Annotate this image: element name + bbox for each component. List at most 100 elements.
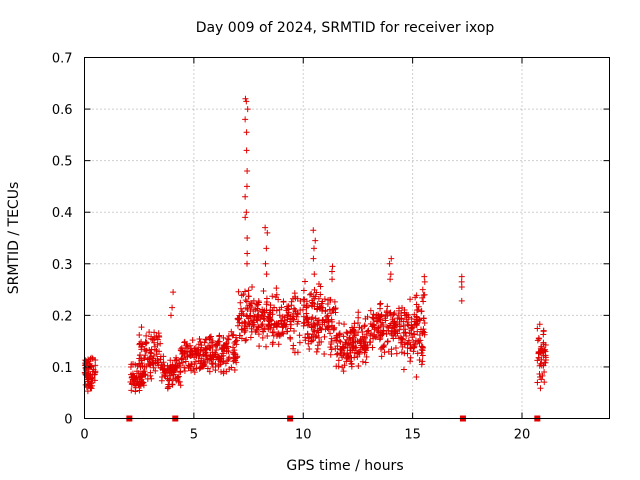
data-point [280,298,287,305]
data-point [155,357,162,364]
data-point [387,309,394,316]
data-point [415,303,422,310]
data-point [294,349,301,356]
data-point [411,344,418,351]
data-point [187,342,194,349]
data-point [403,332,410,339]
data-point [135,381,142,388]
data-point [328,340,335,347]
data-point [141,355,148,362]
data-point [240,311,247,318]
data-point [323,313,330,320]
data-point [306,291,313,298]
data-point [264,333,271,340]
data-point [218,368,225,375]
data-point [360,338,367,345]
data-point [313,348,320,355]
data-point [84,378,91,385]
data-point [220,334,227,341]
data-point [136,361,143,368]
data-point [348,363,355,370]
data-point [407,354,414,361]
data-point [412,341,419,348]
data-point [387,276,394,283]
data-point [186,351,193,358]
data-point [88,354,95,361]
y-tick-label: 0.6 [52,103,73,118]
data-point [269,329,276,336]
data-point [259,321,266,328]
data-point [304,322,311,329]
data-point [168,368,175,375]
data-point [180,354,187,361]
data-point [347,329,354,336]
data-point [218,353,225,360]
data-point [244,323,251,330]
data-point [334,350,341,357]
data-point [263,271,270,278]
data-point [391,318,398,325]
data-point [205,342,212,349]
data-point [230,344,237,351]
data-point [274,331,281,338]
data-point [148,375,155,382]
data-point [267,325,274,332]
data-point [335,357,342,364]
data-point [354,338,361,345]
data-point [321,296,328,303]
data-point [305,335,312,342]
y-axis-label: SRMTID / TECUs [6,182,22,295]
data-point [355,363,362,370]
data-point [157,340,164,347]
data-point [377,346,384,353]
data-point [400,366,407,373]
data-point [396,318,403,325]
data-point [304,330,311,337]
data-point [412,321,419,328]
data-point [248,318,255,325]
data-point [243,312,250,319]
data-point [224,357,231,364]
data-point [373,333,380,340]
x-tick-label: 15 [404,428,421,443]
data-point [242,116,249,123]
data-point [294,311,301,318]
data-point [363,353,370,360]
data-point [161,372,168,379]
data-point [253,300,260,307]
data-point [215,362,222,369]
data-point [199,363,206,370]
data-point [137,370,144,377]
data-point [458,273,465,280]
data-point [361,334,368,341]
data-point [541,379,548,386]
data-point [312,315,319,322]
data-point [266,309,273,316]
data-point [351,354,358,361]
data-point [377,300,384,307]
data-point [173,354,180,361]
data-point [538,343,545,350]
data-point [139,360,145,367]
data-point [181,339,188,346]
data-point [202,360,209,367]
data-point [171,368,178,375]
data-point [458,283,465,290]
data-point [206,356,213,363]
data-point [181,338,188,345]
data-point [283,328,290,335]
data-point [244,106,251,113]
data-point [537,385,544,392]
data-point [539,347,546,354]
data-point [320,316,327,323]
data-point [283,312,290,319]
data-point [401,350,408,357]
data-point [242,319,249,326]
data-point [273,307,280,314]
data-point [378,332,385,339]
data-point [292,293,299,300]
data-point [198,344,205,351]
data-point [421,273,428,280]
data-point [308,316,315,323]
